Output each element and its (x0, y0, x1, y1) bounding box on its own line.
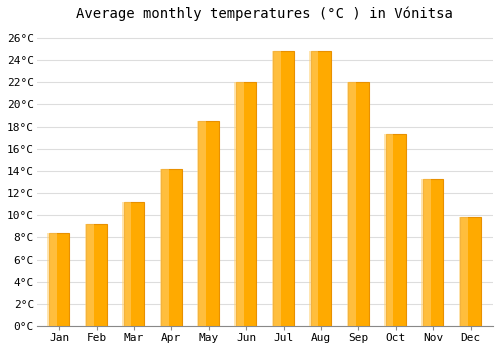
Bar (197, 121, 206, 326)
Bar (234, 82, 244, 326)
Bar (48, 233, 56, 326)
Bar (348, 82, 368, 326)
Bar (459, 217, 468, 326)
Bar (49, 233, 70, 326)
Bar (274, 51, 294, 326)
Bar (460, 217, 481, 326)
Bar (84, 224, 94, 326)
Bar (160, 169, 169, 326)
Bar (310, 51, 332, 326)
Title: Average monthly temperatures (°C ) in Vónitsa: Average monthly temperatures (°C ) in Vó… (76, 7, 454, 21)
Bar (236, 82, 256, 326)
Bar (386, 134, 406, 326)
Bar (309, 51, 318, 326)
Bar (86, 224, 107, 326)
Bar (124, 202, 144, 326)
Bar (198, 121, 219, 326)
Bar (272, 51, 281, 326)
Bar (384, 134, 393, 326)
Bar (422, 178, 430, 326)
Bar (423, 178, 444, 326)
Bar (346, 82, 356, 326)
Bar (122, 202, 132, 326)
Bar (161, 169, 182, 326)
